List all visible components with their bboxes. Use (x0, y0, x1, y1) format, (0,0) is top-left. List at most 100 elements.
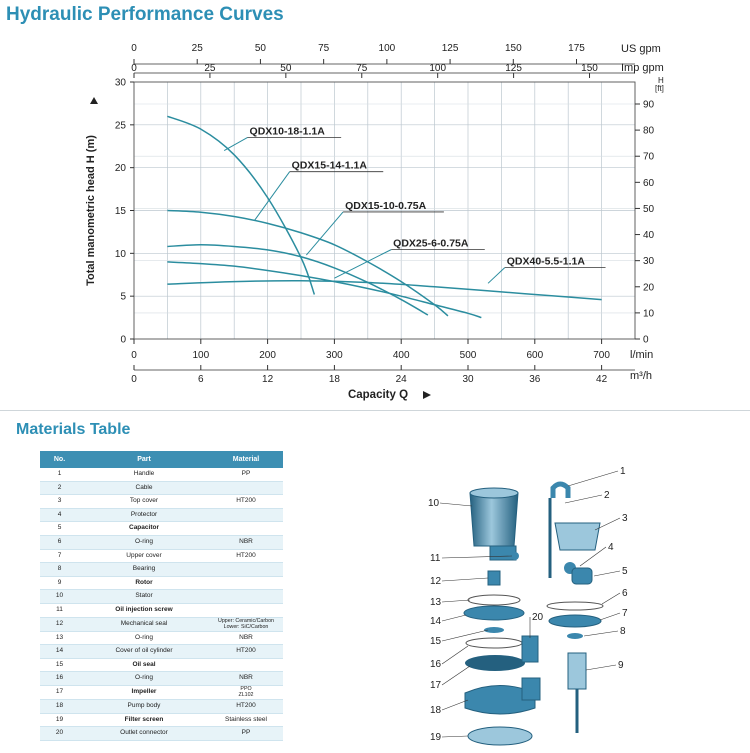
cell-part: Cable (79, 481, 209, 496)
us-gpm-tick-label: 25 (192, 43, 204, 54)
cell-part: O-ring (79, 631, 209, 646)
left-tick-label: 0 (120, 335, 126, 346)
m3h-tick-label: 24 (396, 374, 408, 385)
table-row: 18 Pump body HT200 (40, 699, 283, 714)
cell-no: 3 (40, 494, 79, 509)
us-gpm-unit: US gpm (621, 43, 661, 55)
right-axis-unit: [ft] (655, 84, 664, 93)
series-label-1: QDX10-18-1.1A (250, 125, 326, 137)
lmin-tick-label: 700 (593, 350, 610, 361)
callout-leader (585, 664, 617, 671)
oil-screw-part (511, 552, 519, 560)
callout-leader (579, 546, 607, 567)
right-tick-label: 60 (643, 178, 655, 189)
lmin-tick-label: 600 (526, 350, 543, 361)
right-tick-label: 0 (643, 335, 649, 346)
callout-label-19: 19 (430, 732, 442, 743)
cell-material: PP (209, 468, 283, 482)
cell-no: 17 (40, 685, 79, 700)
series-label-5: QDX40-5.5-1.1A (507, 256, 586, 268)
cell-no: 1 (40, 468, 79, 482)
series-label-4: QDX25-6-0.75A (393, 238, 469, 250)
cell-no: 9 (40, 576, 79, 591)
table-row: 20 Outlet connector PP (40, 726, 283, 741)
callout-label-1: 1 (620, 466, 626, 477)
m3h-tick-label: 6 (198, 374, 204, 385)
performance-chart: 0 5 10 15 20 25 30 Total manometric head H (m) 0… (85, 43, 664, 401)
cell-part: Pump body (79, 699, 209, 714)
cell-material (209, 589, 283, 604)
table-row: 4 Protector (40, 508, 283, 523)
cell-no: 11 (40, 603, 79, 618)
column-header-material: Material (209, 451, 283, 468)
cell-no: 14 (40, 644, 79, 659)
callout-label-7: 7 (622, 608, 628, 619)
cell-part: Impeller (79, 685, 209, 700)
outlet-connector-part (521, 635, 539, 663)
cell-part: Rotor (79, 576, 209, 591)
cell-material (209, 521, 283, 536)
cell-part: Bearing (79, 562, 209, 577)
callout-label-3: 3 (622, 513, 628, 524)
table-row: 16 O-ring NBR (40, 671, 283, 686)
cell-part: Oil seal (79, 658, 209, 673)
cell-part: Capacitor (79, 521, 209, 536)
callout-leader (599, 612, 621, 621)
table-row: 7 Upper cover HT200 (40, 549, 283, 564)
cell-material: Upper: Ceramic/Carbon Lower: SiC/Carbon (209, 617, 283, 632)
left-tick-label: 15 (115, 206, 127, 217)
callout-label-6: 6 (622, 588, 628, 599)
callout-label-13: 13 (430, 597, 442, 608)
callout-leader (594, 517, 621, 531)
lmin-unit: l/min (630, 349, 653, 361)
callout-label-14: 14 (430, 616, 442, 627)
cell-material: PP (209, 726, 283, 741)
m3h-tick-label: 0 (131, 374, 137, 385)
y-axis-arrow-icon (90, 97, 98, 104)
table-row: 3 Top cover HT200 (40, 494, 283, 509)
callout-label-16: 16 (430, 659, 442, 670)
series-leader-2 (253, 171, 291, 222)
callout-leader (441, 577, 489, 582)
filter-screen-part (467, 726, 533, 746)
series-line-5 (167, 279, 602, 301)
cell-material (209, 508, 283, 523)
callout-label-5: 5 (622, 566, 628, 577)
left-tick-label: 25 (115, 120, 127, 131)
series-leader-3 (305, 211, 344, 256)
impeller-part (465, 655, 525, 671)
cell-material (209, 562, 283, 577)
us-gpm-tick-label: 175 (568, 43, 585, 54)
m3h-tick-label: 42 (596, 374, 608, 385)
cell-material: HT200 (209, 494, 283, 509)
materials-title: Materials Table (16, 421, 131, 438)
right-tick-label: 30 (643, 256, 655, 267)
callout-leader (601, 592, 621, 605)
capacitor-part (571, 567, 593, 585)
cell-no: 8 (40, 562, 79, 577)
cell-part: Protector (79, 508, 209, 523)
cell-material (209, 481, 283, 496)
cell-part: Mechanical seal (79, 617, 209, 632)
m3h-tick-label: 30 (462, 374, 474, 385)
cell-no: 6 (40, 535, 79, 550)
callout-leader (439, 502, 473, 507)
y-axis-label: Total manometric head H (m) (85, 135, 97, 286)
cell-material: NBR (209, 671, 283, 686)
cell-no: 15 (40, 658, 79, 673)
column-header-part: Part (79, 451, 209, 468)
series-line-1 (167, 115, 316, 295)
cell-part: Handle (79, 468, 209, 482)
o-ring-16-part (465, 637, 523, 649)
top-cover-part (554, 522, 601, 551)
imp-gpm-tick-label: 75 (356, 63, 368, 74)
cell-material (209, 658, 283, 673)
cell-no: 7 (40, 549, 79, 564)
callout-label-17: 17 (430, 680, 442, 691)
series-label-3: QDX15-10-0.75A (345, 200, 427, 212)
table-row: 6 O-ring NBR (40, 535, 283, 550)
table-row: 14 Cover of oil cylinder HT200 (40, 644, 283, 659)
us-gpm-tick-label: 75 (318, 43, 330, 54)
o-ring-13-part (467, 594, 521, 606)
